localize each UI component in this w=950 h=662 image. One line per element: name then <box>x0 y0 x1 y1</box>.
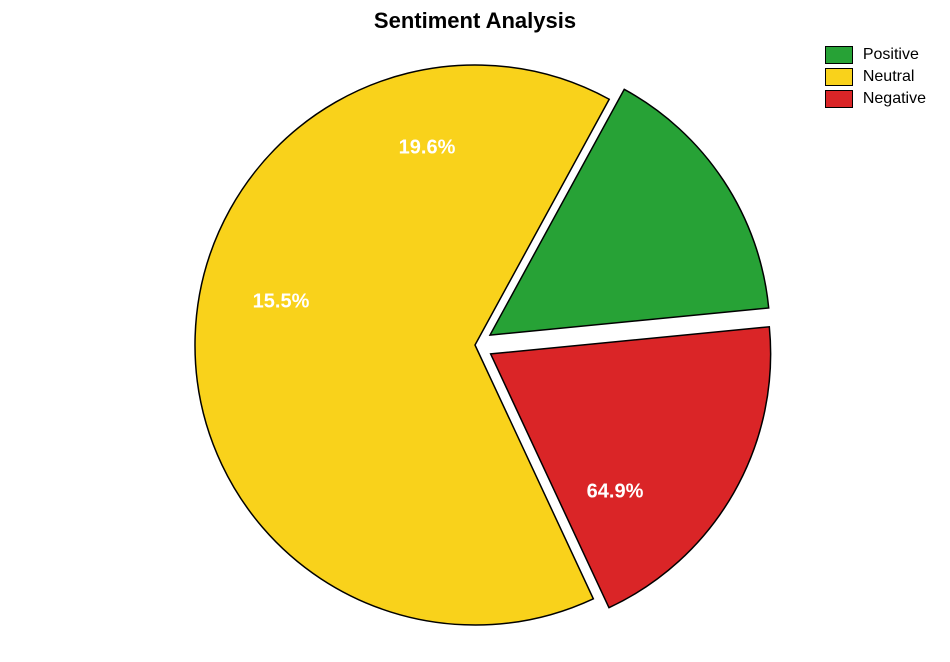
pie-chart <box>0 0 950 662</box>
legend-label: Positive <box>863 46 919 64</box>
slice-label-neutral: 64.9% <box>587 481 644 504</box>
legend-swatch <box>825 46 853 64</box>
legend-item: Neutral <box>825 68 926 86</box>
legend-label: Negative <box>863 90 926 108</box>
legend-label: Neutral <box>863 68 915 86</box>
legend-swatch <box>825 90 853 108</box>
legend-item: Negative <box>825 90 926 108</box>
slice-label-negative: 19.6% <box>399 137 456 160</box>
legend-swatch <box>825 68 853 86</box>
slice-label-positive: 15.5% <box>253 291 310 314</box>
legend: Positive Neutral Negative <box>825 46 926 112</box>
legend-item: Positive <box>825 46 926 64</box>
